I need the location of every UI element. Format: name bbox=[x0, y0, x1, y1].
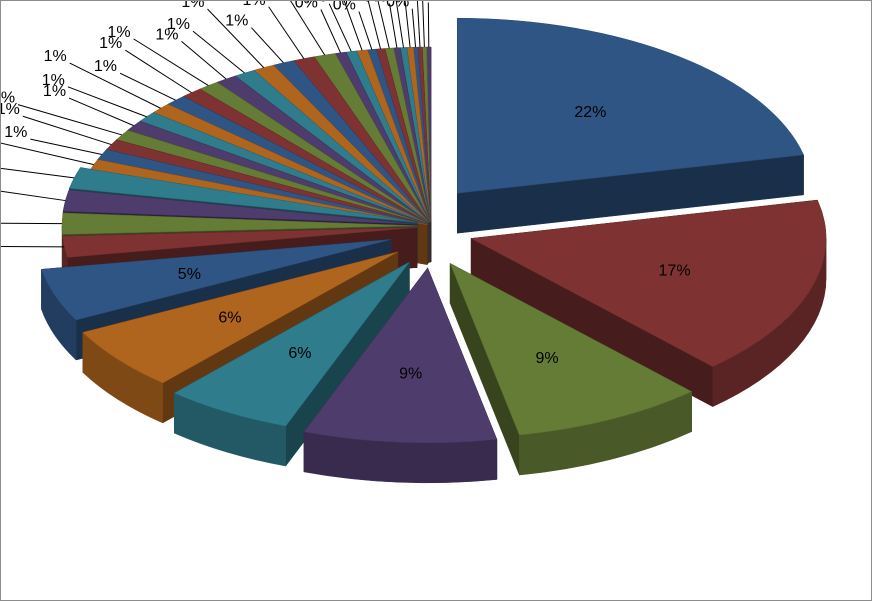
leader-line bbox=[412, 9, 415, 47]
leader-line bbox=[359, 11, 372, 49]
leader-line bbox=[125, 50, 191, 93]
slice-label: 1% bbox=[44, 48, 67, 65]
slice-label: 1% bbox=[42, 72, 65, 89]
leader-line bbox=[422, 1, 424, 47]
slice-label: 9% bbox=[399, 366, 422, 383]
slice-label: 1% bbox=[225, 13, 248, 30]
leader-line bbox=[193, 31, 245, 73]
leader-line bbox=[251, 28, 283, 63]
slice-label: 1% bbox=[243, 1, 266, 9]
slice-label: 22% bbox=[574, 104, 606, 121]
slice-label: 5% bbox=[178, 266, 201, 283]
slice-label: 17% bbox=[659, 263, 691, 280]
slice-label: 0% bbox=[333, 1, 356, 13]
leader-line bbox=[69, 98, 134, 126]
leader-line bbox=[269, 7, 304, 59]
slice-label: 1% bbox=[94, 58, 117, 75]
slice-label: 9% bbox=[535, 350, 558, 367]
leader-line bbox=[1, 246, 64, 247]
slice-label: 0% bbox=[363, 1, 386, 5]
leader-line bbox=[417, 1, 420, 47]
slice-label: 1% bbox=[1, 90, 15, 107]
slice-label: 1% bbox=[4, 124, 27, 141]
leader-line bbox=[321, 10, 341, 53]
pie-slice bbox=[457, 18, 803, 233]
slice-label: 0% bbox=[303, 1, 326, 6]
leader-line bbox=[1, 223, 62, 224]
slice-label: 6% bbox=[218, 309, 241, 326]
leader-line bbox=[1, 189, 65, 200]
leader-line bbox=[1, 138, 94, 164]
slice-label: 6% bbox=[288, 345, 311, 362]
slice-label: 1% bbox=[107, 24, 130, 41]
slice-label: 0% bbox=[402, 1, 425, 5]
slice-label: 1% bbox=[181, 1, 204, 11]
leader-line bbox=[68, 87, 147, 117]
leader-line bbox=[1, 165, 74, 177]
slice-label: 1% bbox=[167, 16, 190, 33]
